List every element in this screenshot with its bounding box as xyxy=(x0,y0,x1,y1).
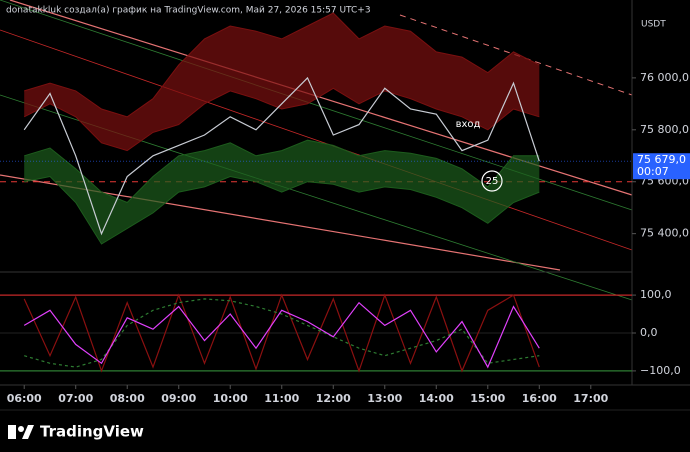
logo-dot xyxy=(18,426,24,432)
brand: TradingView xyxy=(40,423,144,441)
x-tick-label: 09:00 xyxy=(161,392,196,405)
x-tick-label: 16:00 xyxy=(522,392,557,405)
x-tick-label: 17:00 xyxy=(573,392,608,405)
x-tick-label: 10:00 xyxy=(213,392,248,405)
currency-label: USDT xyxy=(641,20,666,30)
x-tick-label: 15:00 xyxy=(470,392,505,405)
y-tick-label: 75 400,0 xyxy=(640,227,689,240)
x-tick-label: 11:00 xyxy=(264,392,299,405)
logo-slash xyxy=(22,425,34,439)
last-price-box xyxy=(633,153,690,180)
x-tick-label: 12:00 xyxy=(316,392,351,405)
x-tick-label: 07:00 xyxy=(58,392,93,405)
logo-bar xyxy=(8,425,16,439)
logo xyxy=(8,425,34,439)
band-edge xyxy=(23,87,540,152)
y-tick-label: −100,0 xyxy=(640,364,681,377)
countdown-label: 00:07 xyxy=(637,165,669,178)
x-tick-label: 06:00 xyxy=(7,392,42,405)
band-fill xyxy=(24,140,540,244)
annotation: 25 xyxy=(486,176,499,187)
x-tick-label: 13:00 xyxy=(367,392,402,405)
x-tick-label: 14:00 xyxy=(419,392,454,405)
band-fill xyxy=(24,13,540,151)
annotation: вход xyxy=(456,119,481,130)
last-price-label: 75 679,0 xyxy=(637,153,686,166)
header-text: donatakkluk создал(а) график на TradingV… xyxy=(6,6,371,16)
annotation-circle xyxy=(481,170,503,192)
y-tick-label: 0,0 xyxy=(640,326,658,339)
x-tick-label: 08:00 xyxy=(110,392,145,405)
y-tick-label: 76 000,0 xyxy=(640,71,689,84)
series-line xyxy=(23,301,540,369)
y-tick-label: 100,0 xyxy=(640,288,672,301)
band-edge xyxy=(24,139,540,204)
series-line xyxy=(23,76,540,236)
y-tick-label: 75 800,0 xyxy=(640,123,689,136)
channel-line xyxy=(0,29,633,251)
series-line xyxy=(24,298,540,368)
band-edge xyxy=(24,175,540,245)
band-edge xyxy=(24,12,540,118)
